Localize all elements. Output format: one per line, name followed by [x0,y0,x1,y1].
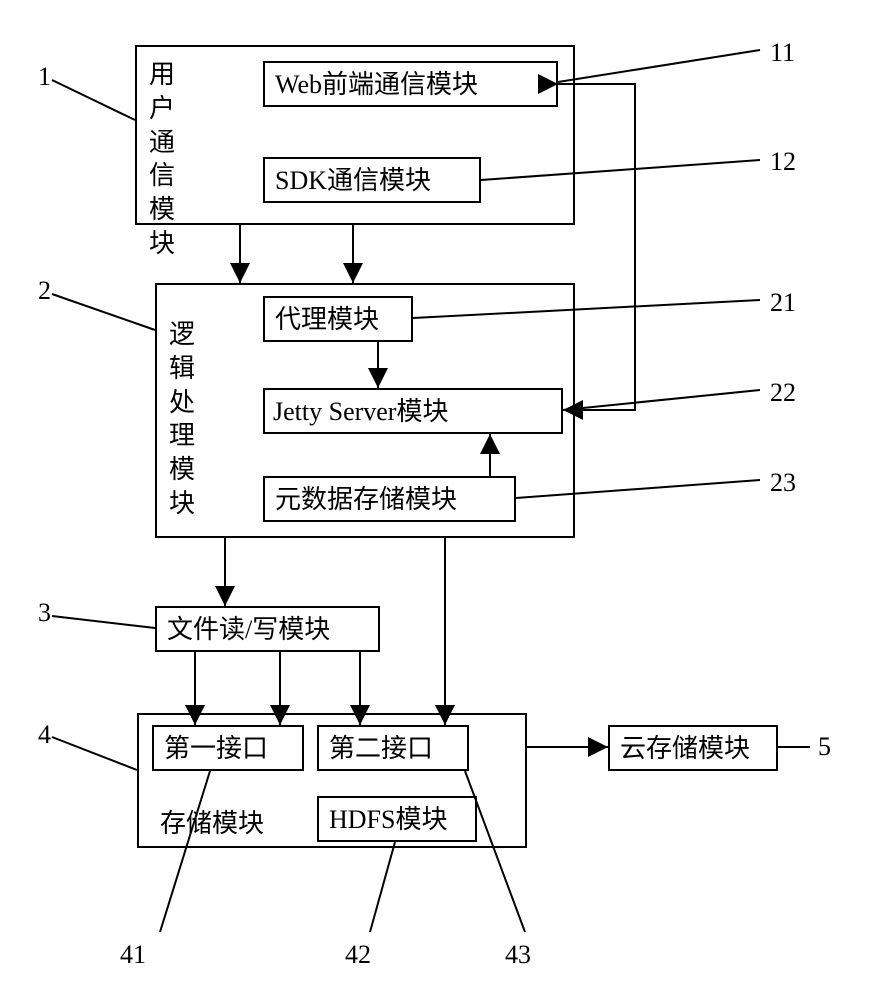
box-hdfs: HDFS模块 [317,796,477,842]
callout-2: 2 [38,276,51,306]
box-jetty: Jetty Server模块 [263,388,563,434]
callout-4: 4 [38,720,51,750]
label-cloud: 云存储模块 [620,733,750,764]
label-metadata: 元数据存储模块 [275,484,457,515]
label-jetty: Jetty Server模块 [273,396,448,427]
box-proxy: 代理模块 [263,296,413,342]
box-if1: 第一接口 [152,725,304,771]
label-storage: 存储模块 [160,808,264,839]
box-if2: 第二接口 [317,725,469,771]
callout-1: 1 [38,62,51,92]
callout-21: 21 [770,288,796,318]
callout-3: 3 [38,598,51,628]
label-proxy: 代理模块 [275,304,379,335]
label-logic: 逻辑处理模块 [168,318,196,521]
callout-41: 41 [120,940,146,970]
label-file-rw: 文件读/写模块 [167,614,330,645]
box-metadata: 元数据存储模块 [263,476,516,522]
label-web-frontend: Web前端通信模块 [275,69,478,100]
callout-5: 5 [818,732,831,762]
label-if1: 第一接口 [164,733,268,764]
callout-23: 23 [770,468,796,498]
callout-43: 43 [505,940,531,970]
box-file-rw: 文件读/写模块 [155,606,380,652]
box-sdk-comm: SDK通信模块 [263,157,481,203]
callout-22: 22 [770,378,796,408]
box-cloud: 云存储模块 [608,725,778,771]
label-hdfs: HDFS模块 [329,804,447,835]
label-sdk-comm: SDK通信模块 [275,165,431,196]
callout-11: 11 [770,38,795,68]
label-user-comm: 用户通信模块 [148,58,176,261]
callout-12: 12 [770,147,796,177]
box-web-frontend: Web前端通信模块 [263,61,558,107]
label-if2: 第二接口 [329,733,433,764]
callout-42: 42 [345,940,371,970]
